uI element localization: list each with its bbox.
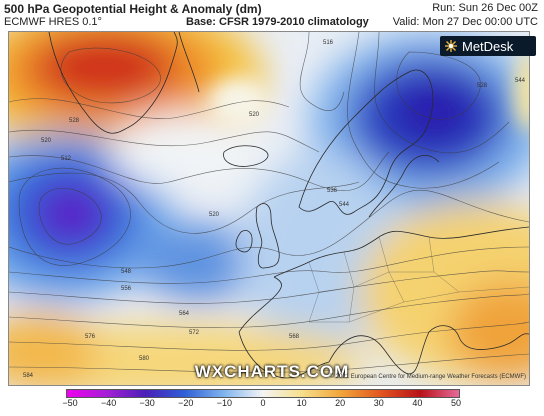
wxcharts-watermark: WXCHARTS.COM (194, 362, 350, 381)
model-label: ECMWF HRES 0.1° (4, 16, 102, 28)
colorbar-tick-label: 30 (373, 398, 384, 408)
contour-label: 556 (121, 286, 132, 292)
contour-label: 572 (189, 330, 200, 336)
contour-label: 544 (339, 202, 350, 208)
contour-label: 576 (85, 334, 96, 340)
contour-label: 536 (327, 188, 338, 194)
valid-time: Valid: Mon 27 Dec 00:00 UTC (392, 16, 538, 28)
colorbar-tick-label: 40 (412, 398, 423, 408)
coastlines (48, 32, 529, 379)
contour-label: 544 (515, 78, 526, 84)
contour-label: 520 (209, 212, 220, 218)
contour-label: 512 (61, 156, 72, 162)
colorbar-tick-label: −50 (62, 398, 78, 408)
colorbar-tick-label: 50 (450, 398, 462, 408)
contour-label: 528 (69, 118, 80, 124)
run-time: Run: Sun 26 Dec 00Z (432, 2, 538, 14)
contour-labels: 520 520 512 528 536 544 548 556 564 572 … (23, 40, 526, 379)
metdesk-logo: MetDesk (440, 36, 536, 56)
colorbar-tick-label: 10 (296, 398, 307, 408)
contour-label: 548 (121, 269, 132, 275)
chart-title: 500 hPa Geopotential Height & Anomaly (d… (4, 2, 262, 16)
contour-label: 584 (23, 373, 34, 379)
chart-header: 500 hPa Geopotential Height & Anomaly (d… (0, 0, 544, 30)
contour-label: 528 (477, 83, 488, 89)
anomaly-colorbar (66, 389, 460, 398)
height-contours (9, 32, 529, 373)
ecmwf-credit: © 2021 European Centre for Medium-range … (329, 374, 526, 380)
colorbar-tick-label: 20 (335, 398, 346, 408)
contour-label: 520 (41, 138, 52, 144)
contour-label: 516 (323, 40, 334, 46)
metdesk-logo-text: MetDesk (462, 38, 514, 54)
colorbar-tick-label: −30 (139, 398, 155, 408)
map-canvas: 520 520 512 528 536 544 548 556 564 572 … (9, 32, 529, 385)
contour-label: 564 (179, 311, 190, 317)
contour-label: 568 (289, 334, 300, 340)
colorbar-tick-label: −10 (216, 398, 233, 408)
anomaly-map: 520 520 512 528 536 544 548 556 564 572 … (8, 31, 530, 386)
anomaly-field (9, 32, 529, 385)
colorbar-tick-label: 0 (260, 398, 266, 408)
colorbar-tick-label: −20 (178, 398, 194, 408)
colorbar-ticks: −50 −40 −30 −20 −10 0 10 20 30 40 50 (0, 398, 544, 414)
colorbar-gradient (67, 390, 459, 397)
contour-label: 580 (139, 356, 150, 362)
metdesk-logo-icon (445, 40, 457, 52)
contour-label: 520 (249, 112, 260, 118)
colorbar-tick-label: −40 (100, 398, 117, 408)
climatology-base: Base: CFSR 1979-2010 climatology (186, 16, 369, 28)
